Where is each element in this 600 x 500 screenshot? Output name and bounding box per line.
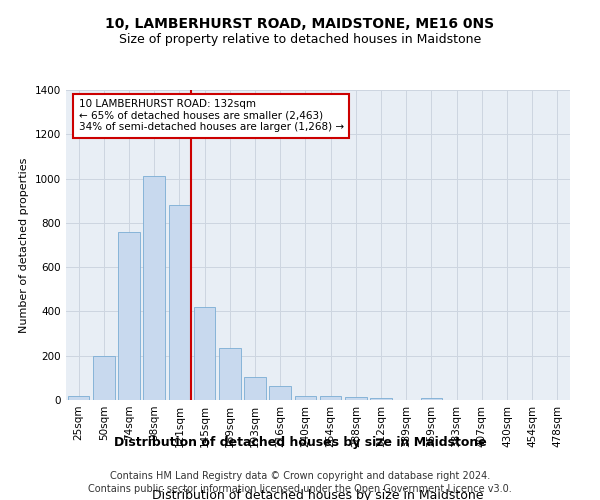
Bar	[118, 232, 140, 400]
Bar	[169, 205, 190, 400]
Bar	[269, 386, 291, 400]
Bar	[295, 396, 316, 400]
Text: Distribution of detached houses by size in Maidstone: Distribution of detached houses by size …	[113, 436, 487, 449]
Bar	[194, 307, 215, 400]
Text: 10, LAMBERHURST ROAD, MAIDSTONE, ME16 0NS: 10, LAMBERHURST ROAD, MAIDSTONE, ME16 0N…	[106, 18, 494, 32]
Bar	[421, 398, 442, 400]
Bar	[370, 398, 392, 400]
Text: Contains public sector information licensed under the Open Government Licence v3: Contains public sector information licen…	[88, 484, 512, 494]
Text: 10 LAMBERHURST ROAD: 132sqm
← 65% of detached houses are smaller (2,463)
34% of : 10 LAMBERHURST ROAD: 132sqm ← 65% of det…	[79, 100, 344, 132]
Bar	[93, 356, 115, 400]
Bar	[68, 396, 89, 400]
Y-axis label: Number of detached properties: Number of detached properties	[19, 158, 29, 332]
Bar	[345, 396, 367, 400]
Bar	[244, 377, 266, 400]
Bar	[219, 348, 241, 400]
Text: Contains HM Land Registry data © Crown copyright and database right 2024.: Contains HM Land Registry data © Crown c…	[110, 471, 490, 481]
Bar	[143, 176, 165, 400]
X-axis label: Distribution of detached houses by size in Maidstone: Distribution of detached houses by size …	[152, 488, 484, 500]
Text: Size of property relative to detached houses in Maidstone: Size of property relative to detached ho…	[119, 32, 481, 46]
Bar	[320, 396, 341, 400]
